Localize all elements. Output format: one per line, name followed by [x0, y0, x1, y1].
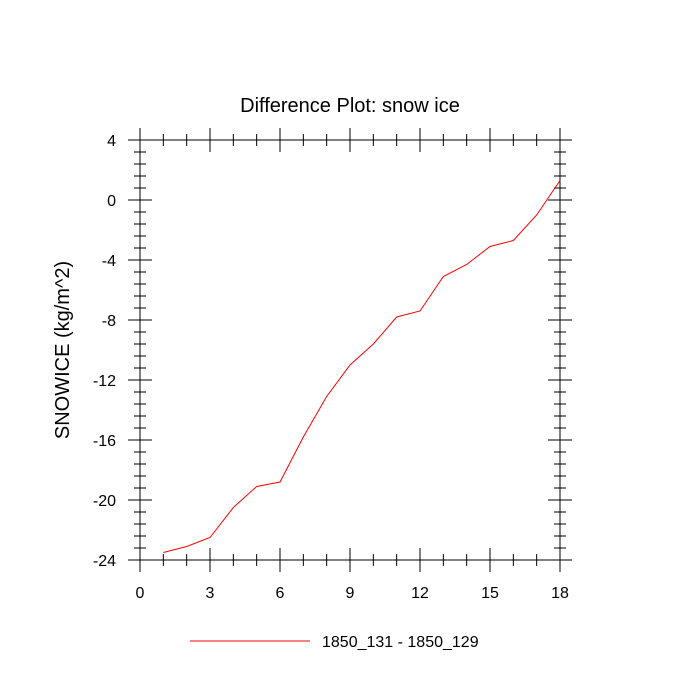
- y-tick-label: -24: [93, 553, 116, 570]
- y-tick-label: -12: [93, 373, 116, 390]
- x-tick-label: 18: [551, 585, 569, 602]
- chart-title: Difference Plot: snow ice: [240, 95, 460, 117]
- x-tick-label: 6: [276, 585, 285, 602]
- x-tick-label: 9: [346, 585, 355, 602]
- legend: 1850_131 - 1850_129: [190, 634, 479, 651]
- x-tick-label: 3: [206, 585, 215, 602]
- x-tick-label: 15: [481, 585, 499, 602]
- y-tick-label: 4: [107, 133, 116, 150]
- series-line: [163, 180, 561, 553]
- x-tick-label: 0: [136, 585, 145, 602]
- y-axis-label: SNOWICE (kg/m^2): [52, 261, 74, 439]
- x-tick-label: 12: [411, 585, 429, 602]
- y-tick-label: -8: [102, 313, 116, 330]
- y-tick-label: -20: [93, 493, 116, 510]
- legend-label: 1850_131 - 1850_129: [322, 634, 479, 651]
- y-tick-label: 0: [107, 193, 116, 210]
- plot-area: 0 3 6 9 12 15 18 4 0 -4 -8 -12 -16 -20 -24: [93, 128, 572, 602]
- y-tick-label: -16: [93, 433, 116, 450]
- y-tick-label: -4: [102, 253, 116, 270]
